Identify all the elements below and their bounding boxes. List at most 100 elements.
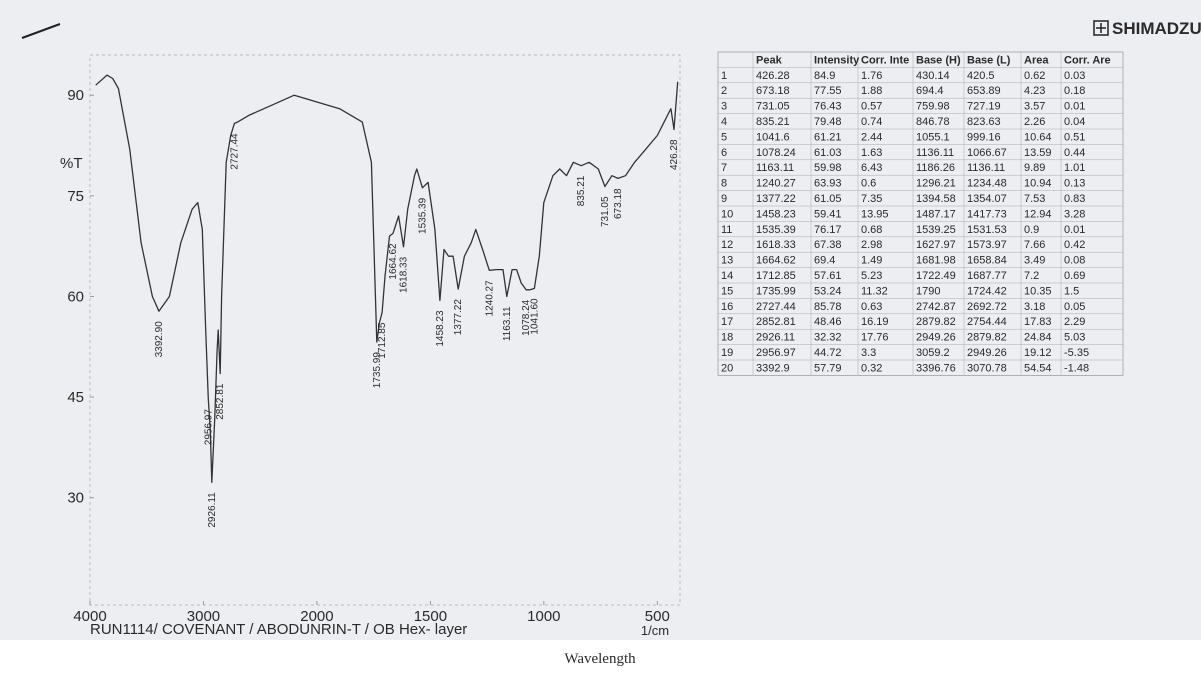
- table-cell: 999.16: [967, 131, 1001, 143]
- table-cell: 1573.97: [967, 239, 1007, 251]
- table-cell: 8: [721, 178, 727, 190]
- table-cell: 1354.07: [967, 193, 1007, 205]
- table-cell: 7: [721, 162, 727, 174]
- table-cell: 430.14: [916, 70, 950, 82]
- table-cell: 5.03: [1064, 332, 1085, 344]
- table-cell: 2.98: [861, 239, 882, 251]
- table-cell: 0.57: [861, 101, 882, 113]
- peak-label: 1240.27: [484, 280, 495, 317]
- table-cell: 63.93: [814, 178, 842, 190]
- peak-label: 1712.85: [377, 322, 388, 359]
- table-cell: 1.63: [861, 147, 882, 159]
- peak-label: 1664.62: [388, 243, 399, 280]
- table-cell: 16.19: [861, 316, 889, 328]
- table-cell: 1487.17: [916, 208, 956, 220]
- table-cell: 4.23: [1024, 85, 1045, 97]
- table-header: Base (L): [967, 54, 1011, 66]
- table-cell: 1234.48: [967, 178, 1007, 190]
- peak-label: 2956.97: [203, 409, 214, 446]
- table-cell: 85.78: [814, 301, 842, 313]
- table-cell: 3.57: [1024, 101, 1045, 113]
- table-cell: 2879.82: [967, 332, 1007, 344]
- table-cell: 61.21: [814, 131, 842, 143]
- table-cell: 19: [721, 347, 733, 359]
- table-cell: 12.94: [1024, 208, 1052, 220]
- footer: RUN1114/ COVENANT / ABODUNRIN-T / OB Hex…: [90, 621, 467, 638]
- table-cell: 19.12: [1024, 347, 1052, 359]
- table-cell: 1.76: [861, 70, 882, 82]
- table-cell: 3.3: [861, 347, 876, 359]
- spectrum-line: [95, 74, 679, 483]
- table-cell: 57.61: [814, 270, 842, 282]
- table-cell: 0.04: [1064, 116, 1085, 128]
- peak-label: 426.28: [669, 139, 680, 170]
- table-cell: 1687.77: [967, 270, 1007, 282]
- table-cell: 1618.33: [756, 239, 796, 251]
- table-cell: 59.98: [814, 162, 842, 174]
- table-cell: 14: [721, 270, 733, 282]
- table-cell: 5: [721, 131, 727, 143]
- table-cell: 2.44: [861, 131, 882, 143]
- table-cell: 1136.11: [967, 162, 1005, 174]
- table-cell: 1539.25: [916, 224, 956, 236]
- table-cell: 3070.78: [967, 362, 1007, 374]
- table-cell: 420.5: [967, 70, 995, 82]
- table-cell: 1041.6: [756, 131, 790, 143]
- table-cell: 0.44: [1064, 147, 1085, 159]
- table-cell: 426.28: [756, 70, 790, 82]
- table-cell: 1394.58: [916, 193, 956, 205]
- table-cell: 16: [721, 301, 733, 313]
- table-header: Peak: [756, 54, 783, 66]
- table-cell: 1078.24: [756, 147, 796, 159]
- table-cell: 76.43: [814, 101, 842, 113]
- table-cell: 3059.2: [916, 347, 950, 359]
- x-tick-label: 1500: [414, 608, 447, 625]
- table-cell: 59.41: [814, 208, 842, 220]
- table-cell: 1055.1: [916, 131, 950, 143]
- table-cell: 727.19: [967, 101, 1001, 113]
- table-cell: 3: [721, 101, 727, 113]
- y-axis-label: %T: [60, 155, 83, 172]
- table-cell: 1735.99: [756, 285, 796, 297]
- table-cell: 3.28: [1064, 208, 1085, 220]
- table-cell: 2: [721, 85, 727, 97]
- table-cell: 4: [721, 116, 727, 128]
- table-cell: 1724.42: [967, 285, 1007, 297]
- table-cell: 9.89: [1024, 162, 1045, 174]
- peak-label: 1377.22: [453, 299, 464, 336]
- table-cell: 0.69: [1064, 270, 1085, 282]
- y-tick-label: 60: [67, 288, 84, 305]
- peak-label: 1735.99: [372, 352, 383, 389]
- table-cell: 79.48: [814, 116, 842, 128]
- table-cell: 1136.11: [916, 147, 954, 159]
- table-cell: 13.59: [1024, 147, 1052, 159]
- table-cell: 61.03: [814, 147, 842, 159]
- table-cell: 0.63: [861, 301, 882, 313]
- table-cell: 2727.44: [756, 301, 796, 313]
- table-cell: 2926.11: [756, 332, 795, 344]
- paper: [0, 0, 1201, 640]
- table-cell: 653.89: [967, 85, 1001, 97]
- table-cell: 11: [721, 224, 732, 236]
- table-frame: [717, 51, 1124, 376]
- table-cell: 0.42: [1064, 239, 1085, 251]
- table-cell: 17: [721, 316, 733, 328]
- table-cell: 10.64: [1024, 131, 1052, 143]
- table-cell: 673.18: [756, 85, 790, 97]
- table-cell: 0.01: [1064, 101, 1085, 113]
- x-unit: 1/cm: [641, 623, 669, 638]
- brand-logo: SHIMADZU: [1093, 19, 1201, 38]
- peak-label: 2852.81: [215, 383, 226, 420]
- peak-label: 835.21: [576, 175, 587, 206]
- x-tick-label: 1000: [527, 608, 560, 625]
- peak-label: 1535.39: [417, 197, 428, 234]
- table-cell: 57.79: [814, 362, 842, 374]
- table-cell: 6.43: [861, 162, 882, 174]
- table-cell: 1664.62: [756, 255, 796, 267]
- x-tick-label: 2000: [300, 608, 333, 625]
- table-cell: 10: [721, 208, 733, 220]
- table-cell: 2754.44: [967, 316, 1007, 328]
- table-cell: 13.95: [861, 208, 889, 220]
- table-cell: 67.38: [814, 239, 842, 251]
